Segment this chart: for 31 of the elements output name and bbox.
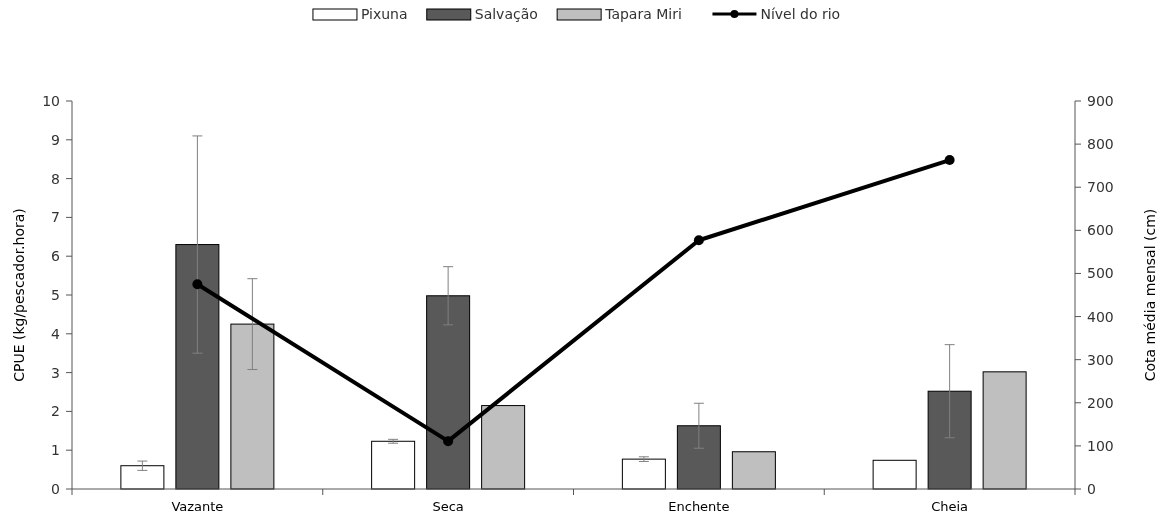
- x-tick-label: Enchente: [668, 499, 730, 514]
- legend-label: Salvação: [474, 6, 538, 22]
- y2-tick-label: 100: [1087, 437, 1114, 454]
- legend-label: Pixuna: [360, 6, 408, 22]
- x-tick-label: Cheia: [931, 499, 969, 514]
- x-tick-label: Seca: [432, 499, 464, 514]
- y-axis-title: CPUE (kg/pescador.hora): [11, 208, 27, 382]
- y-tick-label: 3: [51, 364, 60, 381]
- y2-tick-label: 600: [1087, 222, 1114, 239]
- y2-tick-label: 900: [1087, 93, 1114, 109]
- legend-label: Tapara Miri: [604, 6, 682, 22]
- y2-tick-label: 700: [1087, 179, 1114, 196]
- y2-tick-label: 500: [1087, 265, 1114, 282]
- y-tick-label: 5: [51, 287, 60, 303]
- y-tick-label: 2: [51, 403, 60, 420]
- y-tick-label: 0: [51, 481, 60, 497]
- y-tick-label: 6: [51, 248, 61, 265]
- y2-axis-title: Cota média mensal (cm): [1142, 208, 1158, 382]
- y-tick-label: 8: [51, 170, 60, 187]
- y-tick-label: 1: [51, 442, 60, 459]
- y2-tick-label: 800: [1087, 136, 1114, 153]
- x-tick-label: Vazante: [171, 499, 224, 514]
- y2-tick-label: 400: [1087, 308, 1114, 325]
- y-tick-label: 9: [51, 131, 60, 148]
- y2-tick-label: 300: [1087, 351, 1114, 368]
- y-tick-label: 10: [42, 93, 60, 109]
- y2-tick-label: 0: [1087, 481, 1096, 497]
- y-tick-label: 4: [51, 325, 61, 342]
- y2-tick-label: 200: [1087, 394, 1114, 411]
- y-tick-label: 7: [51, 209, 60, 226]
- legend-label: Nível do rio: [760, 6, 841, 22]
